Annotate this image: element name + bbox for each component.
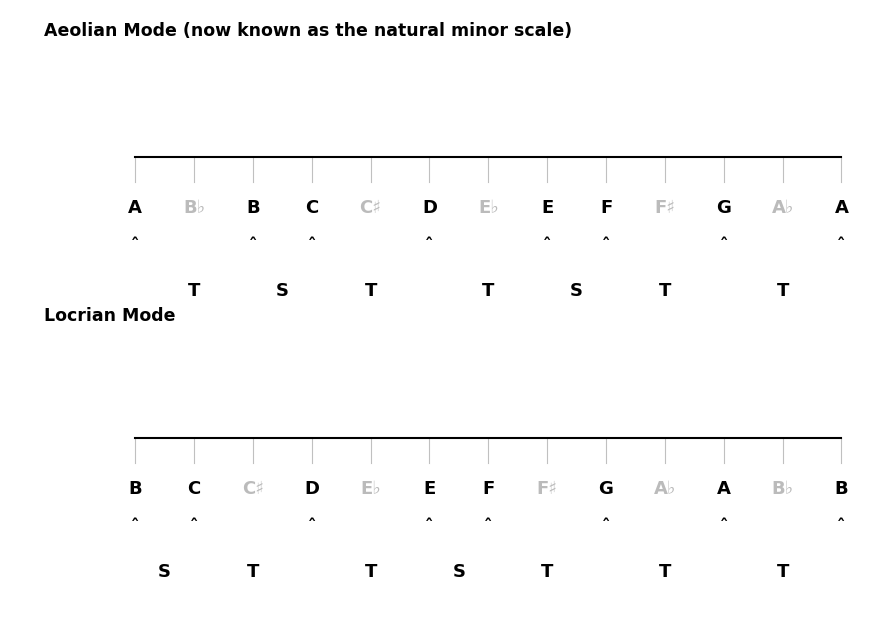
Text: ˆ: ˆ [131, 518, 140, 536]
Text: T: T [364, 563, 377, 581]
Text: ˆ: ˆ [249, 237, 257, 255]
Text: G: G [598, 480, 614, 498]
Text: D: D [422, 199, 437, 217]
Text: D: D [304, 480, 319, 498]
Text: ˆ: ˆ [837, 518, 846, 536]
Text: ˆ: ˆ [426, 518, 433, 536]
Text: A♭: A♭ [654, 480, 676, 498]
Text: ˆ: ˆ [837, 237, 846, 255]
Text: T: T [247, 563, 259, 581]
Text: F: F [600, 199, 612, 217]
Text: S: S [276, 282, 289, 300]
Text: S: S [158, 563, 171, 581]
Text: A♭: A♭ [772, 199, 794, 217]
Text: T: T [776, 563, 789, 581]
Text: T: T [776, 282, 789, 300]
Text: ˆ: ˆ [543, 237, 551, 255]
Text: ˆ: ˆ [190, 518, 198, 536]
Text: A: A [128, 199, 142, 217]
Text: T: T [482, 282, 494, 300]
Text: ˆ: ˆ [308, 518, 316, 536]
Text: T: T [187, 282, 201, 300]
Text: C: C [187, 480, 201, 498]
Text: ˆ: ˆ [426, 237, 433, 255]
Text: E: E [423, 480, 436, 498]
Text: E♭: E♭ [478, 199, 499, 217]
Text: T: T [658, 563, 671, 581]
Text: B♭: B♭ [772, 480, 794, 498]
Text: ˆ: ˆ [719, 518, 728, 536]
Text: C: C [305, 199, 318, 217]
Text: ˆ: ˆ [131, 237, 140, 255]
Text: F♯: F♯ [536, 480, 558, 498]
Text: Aeolian Mode (now known as the natural minor scale): Aeolian Mode (now known as the natural m… [44, 22, 572, 40]
Text: T: T [364, 282, 377, 300]
Text: Locrian Mode: Locrian Mode [44, 307, 175, 325]
Text: T: T [658, 282, 671, 300]
Text: T: T [541, 563, 554, 581]
Text: B: B [128, 480, 142, 498]
Text: ˆ: ˆ [484, 518, 493, 536]
Text: ˆ: ˆ [602, 237, 610, 255]
Text: ˆ: ˆ [602, 518, 610, 536]
Text: S: S [453, 563, 466, 581]
Text: G: G [716, 199, 732, 217]
Text: S: S [570, 282, 583, 300]
Text: A: A [835, 199, 848, 217]
Text: E♭: E♭ [360, 480, 381, 498]
Text: ˆ: ˆ [719, 237, 728, 255]
Text: ˆ: ˆ [308, 237, 316, 255]
Text: B: B [835, 480, 848, 498]
Text: F: F [482, 480, 494, 498]
Text: C♯: C♯ [359, 199, 382, 217]
Text: A: A [717, 480, 731, 498]
Text: F♯: F♯ [654, 199, 676, 217]
Text: C♯: C♯ [242, 480, 264, 498]
Text: E: E [541, 199, 554, 217]
Text: B: B [246, 199, 260, 217]
Text: B♭: B♭ [183, 199, 205, 217]
